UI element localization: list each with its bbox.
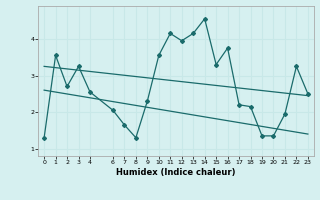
X-axis label: Humidex (Indice chaleur): Humidex (Indice chaleur) [116, 168, 236, 177]
